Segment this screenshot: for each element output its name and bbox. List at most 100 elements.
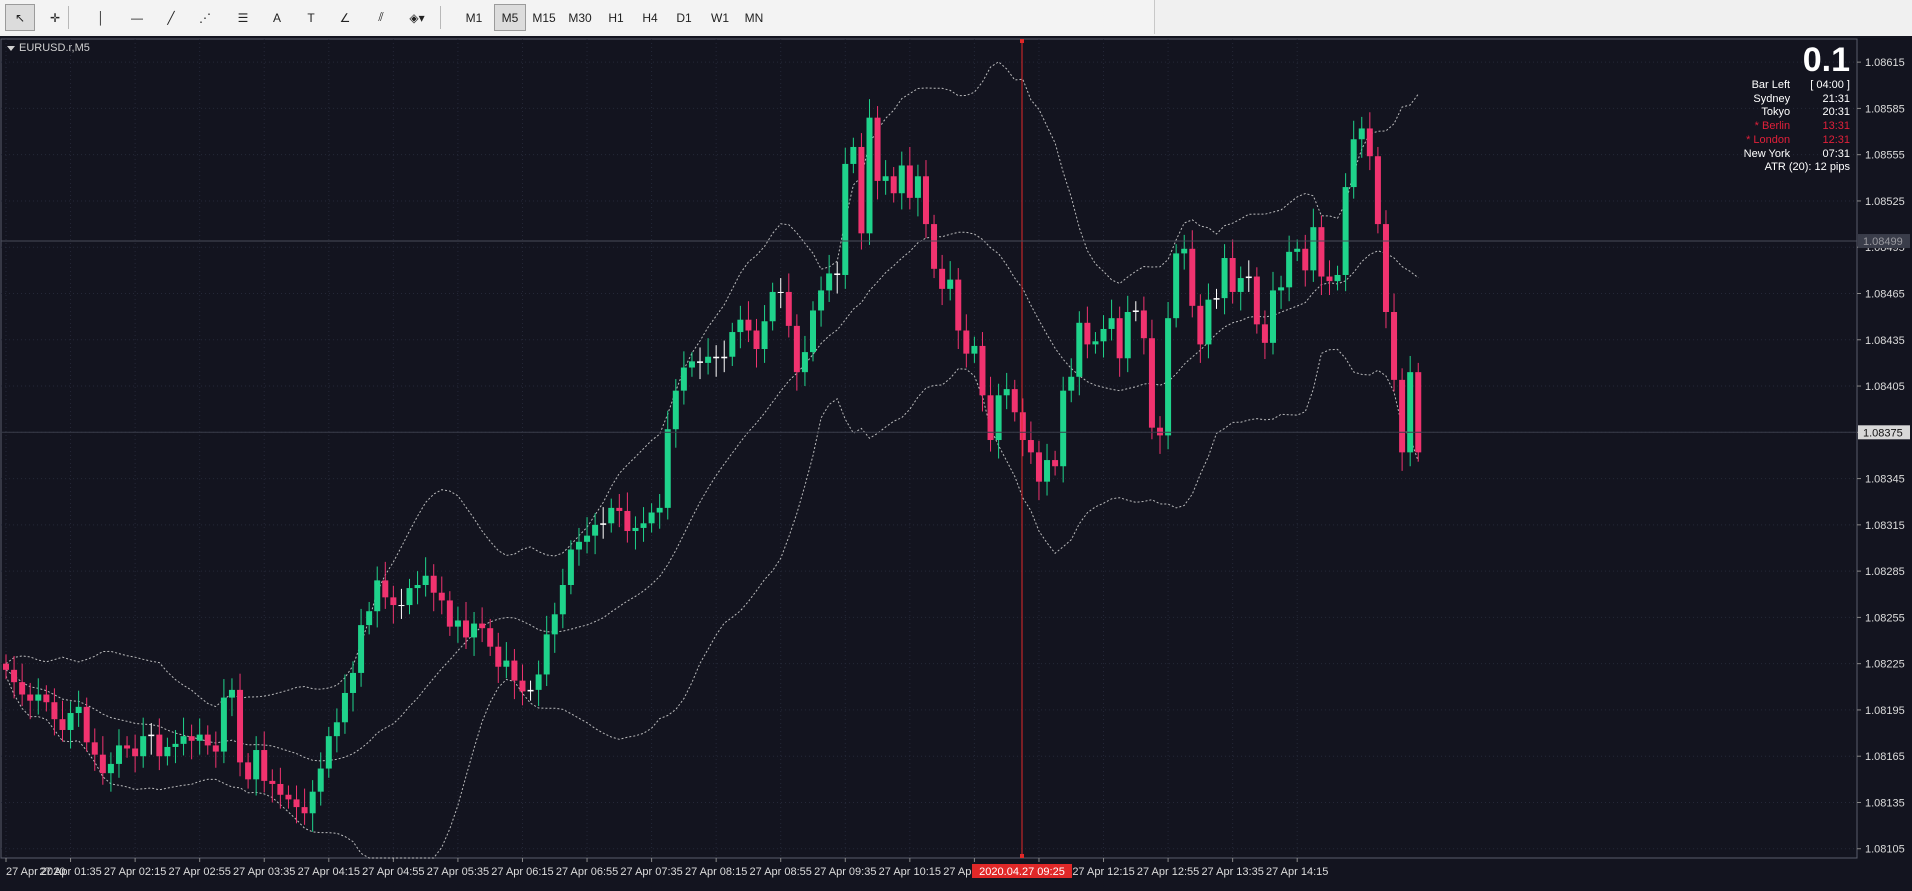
timeframe-w1-button[interactable]: W1 (711, 10, 729, 25)
channel-icon[interactable]: ⫽ (378, 10, 384, 24)
session-row: New York 07:31 (1690, 148, 1850, 162)
candle-body (1278, 287, 1285, 291)
candle-body (575, 541, 582, 550)
candle-body (721, 356, 728, 359)
candle-body (543, 634, 550, 675)
angle-icon[interactable]: ∠ (339, 10, 351, 25)
candle-body (1060, 390, 1067, 467)
cursor-icon[interactable]: ↖ (5, 4, 35, 31)
candle-body (1132, 310, 1139, 312)
crosshair-time-box (972, 864, 1072, 878)
candle-body (1269, 290, 1276, 343)
candle-body (1221, 258, 1228, 299)
candle-body (188, 736, 195, 741)
candle-body (1092, 341, 1099, 345)
candle-body (584, 535, 591, 542)
crosshair-icon[interactable]: ✛ (49, 10, 61, 25)
timeframe-h4-button[interactable]: H4 (642, 10, 658, 25)
candle-body (1205, 299, 1212, 345)
candle-body (1399, 379, 1406, 453)
text-icon[interactable]: A (272, 10, 281, 25)
y-tick-label: 1.08345 (1865, 474, 1905, 486)
candle-body (1181, 248, 1188, 254)
candle-body (519, 680, 526, 692)
candle-body (1189, 248, 1196, 306)
trendline-icon[interactable]: ╱ (167, 10, 175, 25)
candle-body (487, 628, 494, 647)
candle-body (212, 745, 219, 752)
candle-body (1334, 274, 1341, 282)
candle-body (769, 291, 776, 322)
toolbar: ↖ ✛ │ — ╱ ⋰ ☰ A T ∠ ⫽ ◈▾ M1 M5 M15 M30 H1 H4 D1 W1 MN (0, 0, 1912, 37)
candle-body (898, 165, 905, 194)
fibonacci-retracement-icon[interactable]: ☰ (237, 10, 249, 25)
x-tick-label: 27 Apr 02:55 (168, 866, 230, 878)
candle-body (1302, 248, 1309, 271)
x-tick-label: 27 Apr 12:15 (1072, 866, 1134, 878)
vertical-line-icon[interactable]: │ (97, 10, 105, 25)
candle-body (1011, 389, 1018, 413)
collapse-triangle-icon[interactable] (7, 45, 15, 51)
price-chart[interactable]: 1.08615 1.08585 1.08555 1.08525 1.08495 1.084… (0, 36, 1912, 886)
x-tick-label: 27 Apr 08:15 (685, 866, 747, 878)
candle-body (1245, 276, 1252, 279)
x-tick-label: 27 Apr 13:35 (1201, 866, 1263, 878)
timeframe-h1-button[interactable]: H1 (608, 10, 624, 25)
session-rows: Bar Left[ 04:00 ] Sydney 21:31 Tokyo 20:31 * … (1690, 79, 1850, 175)
candle-body (680, 367, 687, 391)
candle-body (454, 620, 461, 627)
toolbar-separator (68, 6, 69, 29)
shapes-dropdown-icon[interactable]: ◈▾ (409, 10, 425, 25)
candle-body (672, 390, 679, 430)
candle-body (430, 575, 437, 593)
x-tick-label: 27 Apr 10:15 (879, 866, 941, 878)
session-label: * Berlin (1754, 120, 1791, 133)
candle-body (11, 669, 18, 683)
session-time: 07:31 (1822, 147, 1850, 160)
candle-body (1044, 460, 1051, 482)
candle-body (906, 165, 913, 198)
candle-body (963, 330, 970, 354)
y-tick-label: 1.08255 (1865, 612, 1905, 624)
candle-body (204, 734, 211, 746)
candle-body (834, 273, 841, 275)
candle-body (366, 611, 373, 626)
candle-body (1124, 312, 1131, 359)
session-label: Tokyo (1761, 106, 1791, 119)
candle-body (1294, 248, 1301, 252)
chart-canvas[interactable]: 1.086151.085851.085551.085251.084951.084… (0, 36, 1912, 886)
timeframe-m30-button[interactable]: M30 (568, 10, 592, 25)
y-tick-label: 1.08195 (1865, 705, 1905, 717)
candle-body (608, 507, 615, 524)
text-label-icon[interactable]: T (307, 10, 315, 25)
session-label: * London (1746, 133, 1791, 146)
candle-body (947, 279, 954, 289)
session-label: Bar Left (1751, 79, 1791, 91)
candle-body (196, 734, 203, 741)
candle-body (1076, 322, 1083, 377)
timeframe-m1-button[interactable]: M1 (465, 10, 483, 25)
timeframe-mn-button[interactable]: MN (744, 10, 764, 25)
fibonacci-fan-icon[interactable]: ⋰ (199, 10, 211, 25)
timeframe-m5-button[interactable]: M5 (494, 4, 526, 31)
y-tick-label: 1.08225 (1865, 659, 1905, 671)
candle-body (1019, 412, 1026, 441)
timeframe-d1-button[interactable]: D1 (676, 10, 692, 25)
candle-body (713, 356, 720, 359)
candle-body (228, 689, 235, 698)
session-time: 20:31 (1822, 106, 1850, 119)
candle-body (503, 660, 510, 667)
candle-body (1035, 452, 1042, 482)
candle-body (1374, 156, 1381, 225)
candle-body (1027, 440, 1034, 453)
candle-body (1140, 310, 1147, 339)
session-label: ATR (20): 12 pips (1764, 161, 1850, 174)
horizontal-line-icon[interactable]: — (131, 10, 143, 25)
candle-body (277, 783, 284, 795)
candle-body (810, 310, 816, 353)
candle-body (1157, 427, 1164, 436)
candle-body (1213, 298, 1220, 300)
session-row: Sydney 21:31 (1690, 93, 1850, 107)
y-tick-label: 1.08615 (1865, 57, 1905, 69)
timeframe-m15-button[interactable]: M15 (532, 10, 556, 25)
